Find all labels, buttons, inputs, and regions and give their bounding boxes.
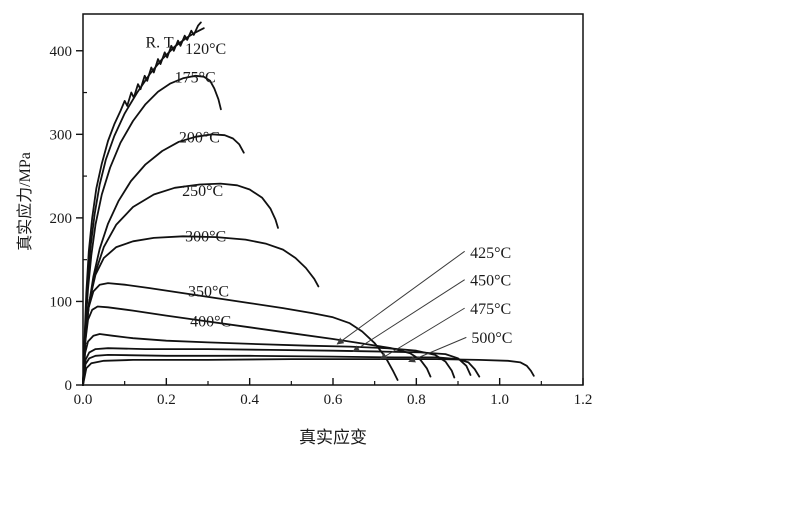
- x-tick-label: 0.0: [74, 392, 93, 408]
- x-tick-label: 0.2: [157, 392, 176, 408]
- curve-label-200c: 200°C: [179, 130, 220, 147]
- x-tick-label: 0.8: [407, 392, 426, 408]
- curve-120c: [82, 27, 205, 386]
- curve-label-475c: 475°C: [470, 301, 511, 318]
- curve-425c: [82, 333, 456, 386]
- curve-300c: [82, 235, 320, 386]
- curve-label-175c: 175°C: [175, 70, 216, 87]
- curve-label-250c: 250°C: [182, 183, 223, 200]
- curve-label-350c: 350°C: [188, 283, 229, 300]
- curve-label-rt: R. T: [146, 34, 174, 51]
- y-tick-label: 200: [50, 211, 73, 227]
- curve-400c: [82, 305, 432, 386]
- x-tick-label: 1.0: [490, 392, 509, 408]
- y-tick-label: 100: [50, 294, 73, 310]
- curve-label-120c: 120°C: [185, 41, 226, 58]
- curve-450c: [82, 347, 472, 386]
- x-tick-label: 1.2: [574, 392, 593, 408]
- curve-350c: [82, 282, 399, 386]
- curve-475c: [82, 354, 481, 386]
- leader-arrow-425c: [336, 250, 465, 345]
- y-tick-label: 300: [50, 127, 73, 143]
- curve-175c: [82, 74, 222, 386]
- y-tick-label: 0: [65, 378, 73, 394]
- x-tick-label: 0.4: [240, 392, 259, 408]
- curve-label-500c: 500°C: [471, 330, 512, 347]
- y-axis-title: 真实应力/MPa: [15, 152, 34, 251]
- curve-label-300c: 300°C: [185, 228, 226, 245]
- curve-label-450c: 450°C: [470, 273, 511, 290]
- leader-arrow-475c: [379, 307, 465, 360]
- y-tick-label: 400: [50, 44, 73, 60]
- curve-500c: [82, 358, 535, 386]
- x-tick-label: 0.6: [324, 392, 343, 408]
- x-axis-title: 真实应变: [299, 428, 367, 447]
- leader-arrow-500c: [408, 336, 467, 363]
- curve-label-425c: 425°C: [470, 245, 511, 262]
- leader-arrow-450c: [352, 279, 465, 352]
- curve-label-400c: 400°C: [190, 314, 231, 331]
